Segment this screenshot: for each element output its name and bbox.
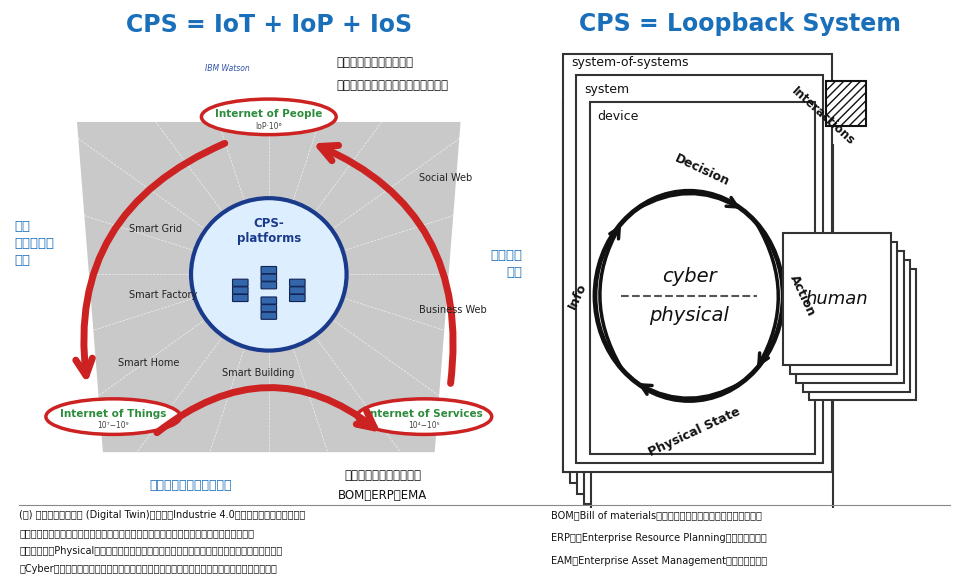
Circle shape [191, 198, 347, 350]
FancyBboxPatch shape [563, 102, 804, 472]
Ellipse shape [202, 99, 336, 135]
Text: （アバター。Physical（物理的）な世界）を、そっくり（双子（ツイン）のように）デジタル: （アバター。Physical（物理的）な世界）を、そっくり（双子（ツイン）のよう… [19, 547, 282, 557]
FancyBboxPatch shape [576, 75, 824, 463]
Text: Smart Building: Smart Building [223, 369, 295, 378]
Text: Internet of Services: Internet of Services [366, 409, 483, 419]
Text: Internet of People: Internet of People [215, 109, 323, 119]
FancyBboxPatch shape [290, 279, 305, 286]
FancyBboxPatch shape [569, 112, 811, 483]
FancyBboxPatch shape [577, 123, 819, 493]
FancyBboxPatch shape [590, 145, 832, 515]
Text: BOM、ERP、EMA: BOM、ERP、EMA [338, 489, 427, 502]
FancyBboxPatch shape [589, 102, 815, 454]
FancyBboxPatch shape [232, 279, 248, 286]
Text: device: device [598, 110, 639, 123]
Text: （Cyber）上にリアルタイムに再現する（ディスプレイ上に再現する）ことを意味している。: （Cyber）上にリアルタイムに再現する（ディスプレイ上に再現する）ことを意味し… [19, 564, 277, 575]
Text: Smart Factory: Smart Factory [129, 290, 197, 300]
FancyBboxPatch shape [803, 260, 910, 391]
Text: りを行うシステムにおける重要なコンセプトの１つで、現実に工場などでつくられる製品: りを行うシステムにおける重要なコンセプトの１つで、現実に工場などでつくられる製品 [19, 529, 254, 538]
Text: ERP　：Enterprise Resource Planning、企業資源管理: ERP ：Enterprise Resource Planning、企業資源管理 [551, 533, 767, 543]
FancyBboxPatch shape [290, 294, 305, 301]
FancyBboxPatch shape [790, 242, 898, 374]
Text: human: human [805, 290, 868, 308]
Text: デジタル・ツイン（注）: デジタル・ツイン（注） [150, 479, 232, 492]
FancyBboxPatch shape [261, 312, 276, 319]
FancyBboxPatch shape [290, 287, 305, 294]
FancyBboxPatch shape [261, 297, 276, 304]
Text: Smart Grid: Smart Grid [129, 224, 181, 234]
FancyBboxPatch shape [232, 294, 248, 301]
Text: CPS = Loopback System: CPS = Loopback System [579, 12, 901, 36]
Text: CPS = IoT + IoP + IoS: CPS = IoT + IoP + IoS [126, 13, 412, 37]
Circle shape [621, 221, 756, 371]
FancyBboxPatch shape [261, 281, 276, 289]
Text: Action: Action [787, 273, 818, 319]
Text: 10⁷−10⁹: 10⁷−10⁹ [98, 421, 129, 430]
Text: Info: Info [566, 281, 589, 311]
Text: cyber: cyber [661, 267, 716, 286]
FancyBboxPatch shape [827, 81, 867, 126]
Text: Interactions: Interactions [789, 85, 857, 148]
Text: 10⁴−10⁵: 10⁴−10⁵ [408, 421, 441, 430]
FancyBboxPatch shape [783, 233, 891, 364]
Text: ユーザー・プロフィール: ユーザー・プロフィール [345, 468, 421, 482]
Text: EAM：Enterprise Asset Management、企業資産管理: EAM：Enterprise Asset Management、企業資産管理 [551, 556, 767, 566]
FancyBboxPatch shape [261, 305, 276, 312]
FancyBboxPatch shape [261, 274, 276, 281]
FancyBboxPatch shape [563, 54, 831, 472]
FancyBboxPatch shape [584, 134, 826, 505]
Text: physical: physical [649, 305, 729, 325]
Text: CPS-
platforms: CPS- platforms [237, 217, 300, 245]
Ellipse shape [357, 399, 492, 434]
FancyBboxPatch shape [796, 251, 903, 383]
Text: Decision: Decision [673, 151, 732, 188]
Text: ユーザー
体感: ユーザー 体感 [491, 249, 523, 279]
Polygon shape [77, 122, 461, 452]
Text: (注) デジタル・ツイン (Digital Twin)：例えばIndustrie 4.0のような次世代のものづく: (注) デジタル・ツイン (Digital Twin)：例えばIndustrie… [19, 510, 305, 520]
Text: BOM：Bill of materials、製造業など使用される部品表の一形態: BOM：Bill of materials、製造業など使用される部品表の一形態 [551, 510, 762, 520]
FancyBboxPatch shape [809, 269, 917, 401]
Text: IoP·10⁶: IoP·10⁶ [255, 121, 282, 130]
Text: Smart Home: Smart Home [118, 358, 180, 369]
Text: Internet of Things: Internet of Things [60, 409, 166, 419]
Text: Business Web: Business Web [420, 305, 487, 315]
Text: Physical State: Physical State [646, 405, 742, 459]
Text: Social Web: Social Web [420, 173, 472, 183]
Text: 人と
ロボットの
協調: 人と ロボットの 協調 [14, 220, 55, 267]
FancyBboxPatch shape [261, 266, 276, 273]
Text: system-of-systems: system-of-systems [571, 56, 688, 69]
Text: IBM Watson: IBM Watson [204, 64, 250, 73]
FancyBboxPatch shape [232, 287, 248, 294]
Text: モバイル／ウェアラブル: モバイル／ウェアラブル [336, 56, 413, 69]
Text: コグニティブ・コンピューティング: コグニティブ・コンピューティング [336, 79, 448, 92]
Ellipse shape [46, 399, 180, 434]
Text: system: system [585, 83, 630, 96]
